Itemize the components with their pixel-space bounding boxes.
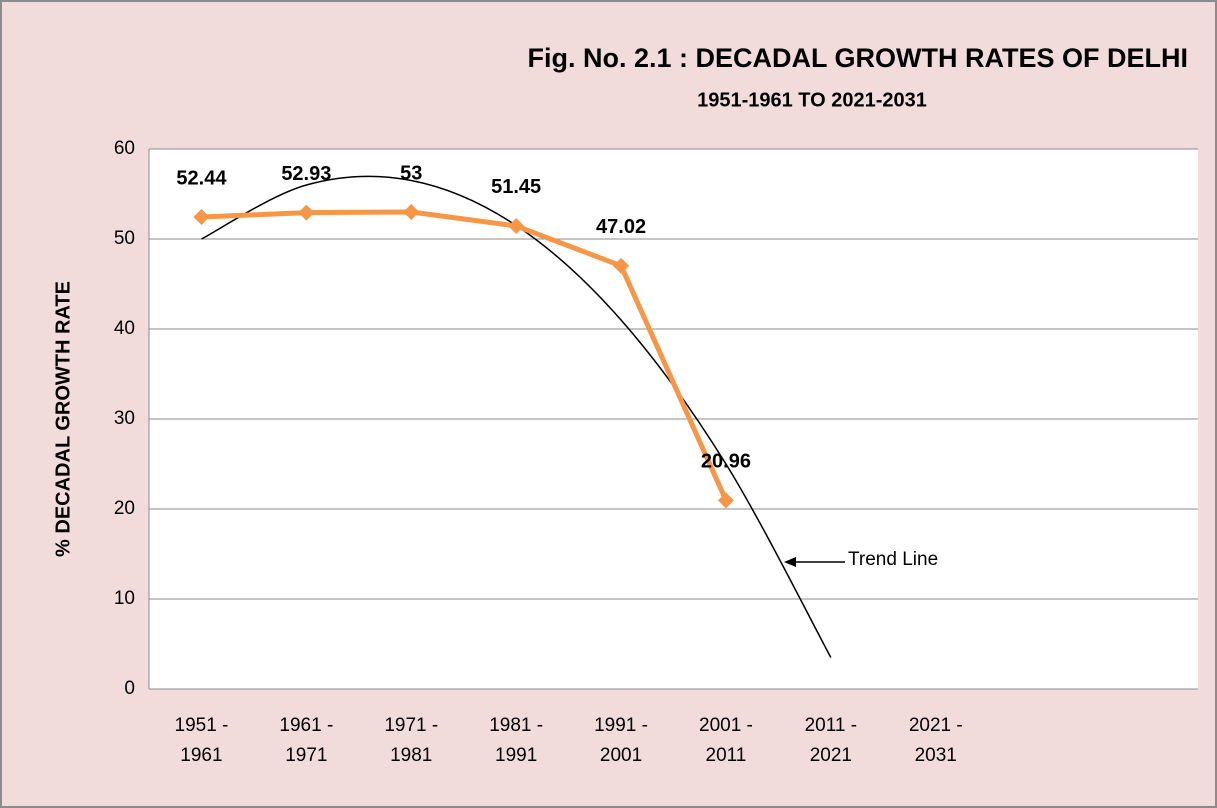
trend-line	[201, 175, 832, 658]
chart-subtitle: 1951-1961 TO 2021-2031	[697, 89, 927, 111]
data-point	[298, 204, 315, 221]
data-label: 52.44	[176, 167, 227, 189]
x-tick-label: 1971 - 1981	[384, 715, 439, 766]
data-line	[201, 209, 729, 502]
y-tick-label: 60	[114, 138, 135, 159]
x-tick-label: 1961 - 1971	[279, 715, 334, 766]
data-point	[717, 492, 734, 509]
annotation: Trend Line	[848, 549, 938, 570]
y-tick-label: 40	[114, 318, 135, 339]
y-tick-label: 10	[114, 588, 135, 609]
y-tick-label: 0	[124, 678, 135, 699]
chart-title: Fig. No. 2.1 : DECADAL GROWTH RATES OF D…	[528, 43, 1189, 73]
data-point	[193, 209, 210, 226]
x-tick-label: 1981 - 1991	[489, 715, 544, 766]
x-tick-label: 2001 - 2011	[699, 715, 753, 766]
data-label: 47.02	[596, 216, 646, 238]
data-label: 20.96	[701, 451, 751, 473]
x-tick-label: 2011 - 2021	[804, 715, 858, 766]
x-tick-label: 1951 - 1961	[174, 715, 229, 766]
y-tick-label: 50	[114, 228, 135, 249]
data-label: 51.45	[491, 176, 541, 198]
data-point	[508, 217, 525, 234]
data-label: 53	[400, 162, 422, 184]
y-axis-title: % DECADAL GROWTH RATE	[52, 281, 74, 557]
data-label: 52.93	[281, 163, 331, 185]
y-tick-label: 30	[114, 408, 135, 429]
annotation-arrowhead	[784, 557, 796, 567]
x-tick-label: 1991 - 2001	[594, 715, 648, 766]
x-tick-label: 2021 - 2031	[908, 715, 963, 766]
data-point	[403, 204, 420, 220]
data-point	[613, 257, 630, 274]
y-tick-label: 20	[114, 498, 135, 519]
